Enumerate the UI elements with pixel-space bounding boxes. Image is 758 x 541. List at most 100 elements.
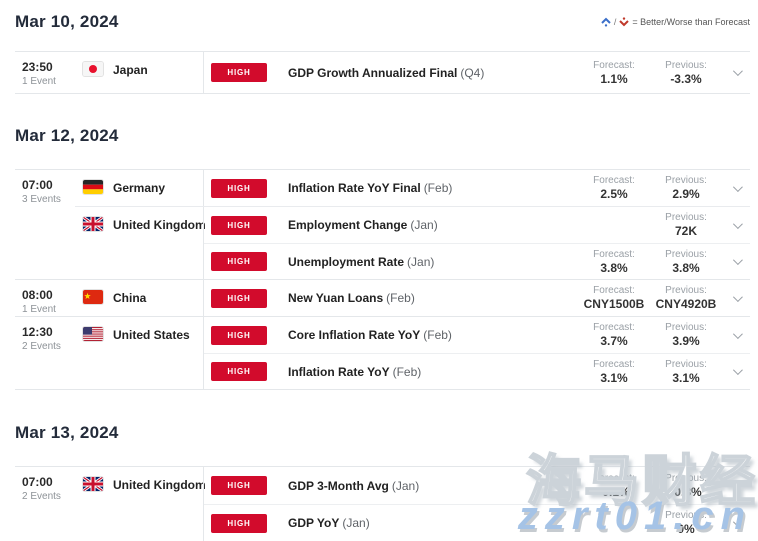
time-group: 08:00 1 Event China HIGH [15,279,750,316]
section-header-mar12: Mar 12, 2024 [0,126,758,146]
country-cell: Germany [75,170,203,206]
event-row[interactable]: HIGH GDP 3-Month Avg (Jan) Forecast: -0.1… [204,467,750,504]
event-row[interactable]: HIGH Employment Change (Jan) Previous: 72… [204,207,750,243]
importance-badge: HIGH [211,325,267,345]
country-cell: United States [75,317,203,389]
country-name: Japan [113,63,148,77]
previous-cell: Previous: -0.3% [665,472,707,499]
forecast-cell: Forecast: 3.1% [593,358,635,385]
chevron-down-icon[interactable] [732,181,743,192]
event-count: 1 Event [22,304,56,315]
time-cell: 12:30 2 Events [15,317,75,389]
event-row[interactable]: HIGH New Yuan Loans (Feb) Forecast: CNY15… [204,280,750,316]
forecast-cell: Forecast: 1.1% [593,59,635,86]
chevron-down-icon[interactable] [732,218,743,229]
chevron-down-icon[interactable] [732,365,743,376]
importance-badge: HIGH [211,362,267,381]
event-row[interactable]: HIGH Inflation Rate YoY (Feb) Forecast: 3… [204,353,750,389]
country-block: United States HIGH Core Inflation Rate Y… [75,317,750,389]
event-time: 07:00 [22,178,53,192]
country-name: United Kingdom [113,218,206,232]
section-header-mar13: Mar 13, 2024 [0,423,758,443]
chevron-down-icon[interactable] [732,328,743,339]
flag-united-states-icon [83,327,103,341]
chevron-down-icon[interactable] [732,255,743,266]
previous-cell: Previous: 3.9% [665,322,707,348]
country-cell: Japan [75,52,203,93]
time-cell: 08:00 1 Event [15,280,75,316]
flag-united-kingdom-icon [83,217,103,231]
chevron-down-icon[interactable] [732,479,743,490]
event-count: 1 Event [22,76,56,87]
flag-united-kingdom-icon [83,477,103,491]
importance-badge: HIGH [211,476,267,495]
date-title: Mar 12, 2024 [15,126,119,145]
importance-badge: HIGH [211,288,267,308]
legend: / = Better/Worse than Forecast [601,12,750,27]
event-title: GDP YoY (Jan) [288,516,370,530]
event-title: Inflation Rate YoY Final (Feb) [288,181,453,195]
chevron-down-icon[interactable] [732,66,743,77]
event-row[interactable]: HIGH GDP Growth Annualized Final (Q4) For… [204,52,750,93]
forecast-cell: Forecast: -0.1% [593,472,635,499]
country-name: United States [113,328,190,342]
event-time: 12:30 [22,325,53,339]
country-cell: China [75,280,203,316]
date-title: Mar 10, 2024 [15,12,119,31]
event-title: Employment Change (Jan) [288,218,438,232]
previous-cell: Previous: -3.3% [665,59,707,86]
country-name: Germany [113,181,166,195]
previous-cell: Previous: CNY4920B [655,285,717,311]
country-cell: United Kingdom [75,207,206,279]
forecast-cell [578,225,650,226]
time-cell: 23:50 1 Event [15,52,75,93]
event-title: Unemployment Rate (Jan) [288,254,435,269]
time-cell: 07:00 2 Events [15,467,75,541]
event-title: Inflation Rate YoY (Feb) [288,364,422,379]
events-table-mar13: 07:00 2 Events United Kingdom HIGH [15,466,750,541]
country-block: China HIGH New Yuan Loans (Feb) Forecast:… [75,280,750,316]
country-block: Japan HIGH GDP Growth Annualized Final (Q… [75,52,750,93]
country-block: United Kingdom HIGH Employment Change (Ja… [75,206,750,279]
forecast-cell [578,523,650,524]
country-block: United Kingdom HIGH GDP 3-Month Avg (Jan)… [75,467,750,541]
importance-badge: HIGH [211,215,267,235]
forecast-cell: Forecast: 3.7% [593,322,635,348]
legend-text: = Better/Worse than Forecast [632,17,750,27]
event-row[interactable]: HIGH Core Inflation Rate YoY (Feb) Foreca… [204,317,750,353]
better-than-forecast-icon [601,17,611,27]
chevron-down-icon[interactable] [732,291,743,302]
events-table-mar10: 23:50 1 Event Japan HIGH [15,51,750,94]
time-group: 23:50 1 Event Japan HIGH [15,51,750,93]
event-row[interactable]: HIGH Unemployment Rate (Jan) Forecast: 3.… [204,243,750,279]
event-title: GDP Growth Annualized Final (Q4) [288,65,485,80]
event-time: 23:50 [22,60,53,74]
chevron-down-icon[interactable] [732,516,743,527]
event-count: 2 Events [22,341,61,352]
previous-cell: Previous: 3.8% [665,248,707,275]
time-group: 07:00 3 Events Germany HIGH [15,169,750,279]
country-cell: United Kingdom [75,467,206,541]
importance-badge: HIGH [211,252,267,271]
event-row[interactable]: HIGH Inflation Rate YoY Final (Feb) Forec… [204,170,750,206]
previous-cell: Previous: 72K [665,212,707,238]
forecast-cell: Forecast: 3.8% [593,248,635,275]
flag-japan-icon [83,62,103,76]
events-table-mar12: 07:00 3 Events Germany HIGH [15,169,750,390]
flag-germany-icon [83,180,103,194]
event-count: 2 Events [22,491,61,502]
date-title: Mar 13, 2024 [15,423,119,442]
event-title: New Yuan Loans (Feb) [288,291,415,305]
importance-badge: HIGH [211,178,267,198]
importance-badge: HIGH [211,63,267,82]
flag-china-icon [83,290,103,304]
event-title: GDP 3-Month Avg (Jan) [288,478,420,493]
section-header-mar10: Mar 10, 2024 / = Better/Worse than Forec… [0,0,758,32]
previous-cell: Previous: 2.9% [665,175,707,201]
forecast-cell: Forecast: CNY1500B [583,285,645,311]
event-row[interactable]: HIGH GDP YoY (Jan) Previous: 0% [204,504,750,541]
legend-separator: / [613,17,617,27]
worse-than-forecast-icon [619,17,630,27]
importance-badge: HIGH [211,513,267,533]
